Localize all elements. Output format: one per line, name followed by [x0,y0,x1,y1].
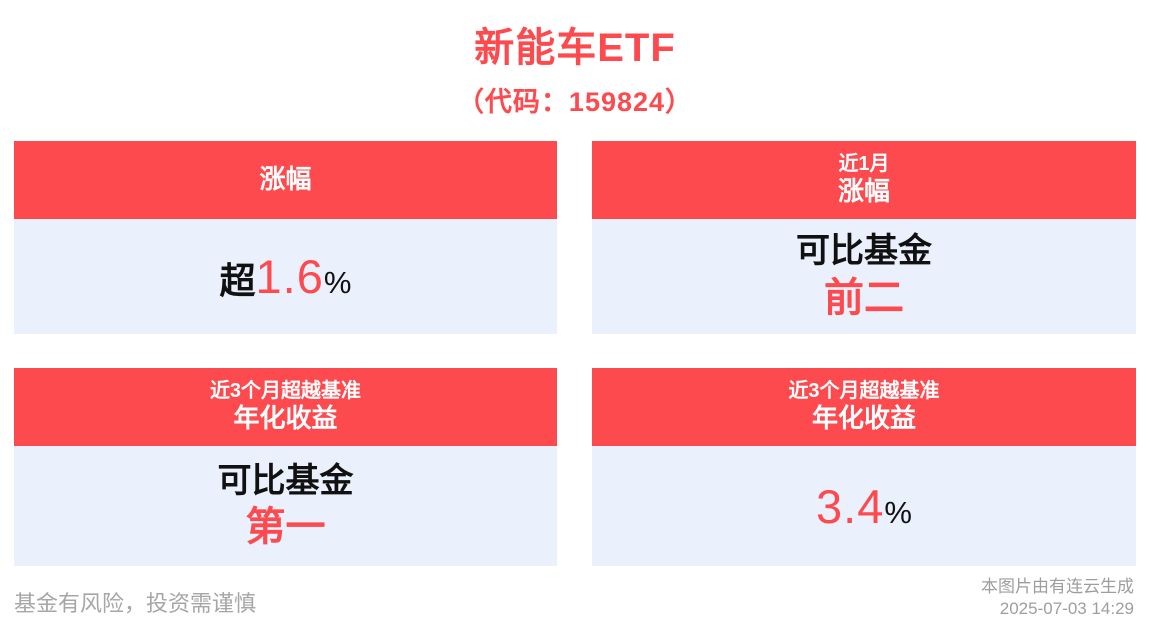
card-price-change-body: 超 1.6 % [14,219,557,334]
card-price-change: 涨幅 超 1.6 % [14,141,557,334]
card-annualized-return: 近3个月超越基准 年化收益 3.4 % [592,368,1136,566]
rank-3m-comparable-label: 可比基金 [217,461,354,500]
generator-note: 本图片由有连云生成 [981,577,1134,596]
card-annualized-return-header-period: 近3个月超越基准 [788,380,940,403]
card-rank-3m: 近3个月超越基准 年化收益 可比基金 第一 [14,368,557,566]
card-rank-1m-body: 可比基金 前二 [592,219,1136,334]
card-price-change-header-label: 涨幅 [259,164,312,195]
stats-grid: 涨幅 超 1.6 % 近1月 涨幅 可比基金 前二 [14,141,1136,566]
title-block: 新能车ETF （代码：159824） [0,26,1150,119]
card-annualized-return-body: 3.4 % [592,446,1136,566]
price-change-prefix: 超 [219,260,256,301]
card-rank-3m-header-period: 近3个月超越基准 [209,380,362,403]
annualized-return-percent-sign: % [884,494,912,530]
card-rank-3m-header-label: 年化收益 [233,403,338,434]
price-change-percent-sign: % [323,265,352,300]
card-rank-1m: 近1月 涨幅 可比基金 前二 [592,141,1136,334]
annualized-return-number: 3.4 [816,479,885,533]
risk-disclaimer: 基金有风险，投资需谨慎 [14,591,257,616]
generated-timestamp: 2025-07-03 14:29 [999,599,1134,618]
card-rank-1m-header-period: 近1月 [838,153,890,176]
card-price-change-header: 涨幅 [14,141,557,219]
fund-code-subtitle: （代码：159824） [456,87,694,117]
card-rank-1m-header: 近1月 涨幅 [592,141,1136,219]
rank-3m-rank-value: 第一 [245,505,326,550]
price-change-number: 1.6 [255,250,324,303]
price-change-value: 超 1.6 % [220,249,352,304]
generator-credit: 本图片由有连云生成 2025-07-03 14:29 [981,576,1134,620]
card-rank-3m-body: 可比基金 第一 [14,446,557,566]
card-annualized-return-header-label: 年化收益 [811,403,916,434]
page-title: 新能车ETF [474,26,676,70]
annualized-return-value: 3.4 % [816,479,912,534]
card-rank-1m-header-label: 涨幅 [837,176,890,207]
card-rank-3m-header: 近3个月超越基准 年化收益 [14,368,557,446]
rank-1m-comparable-label: 可比基金 [796,232,932,271]
card-annualized-return-header: 近3个月超越基准 年化收益 [592,368,1136,446]
rank-1m-rank-value: 前二 [824,275,904,320]
